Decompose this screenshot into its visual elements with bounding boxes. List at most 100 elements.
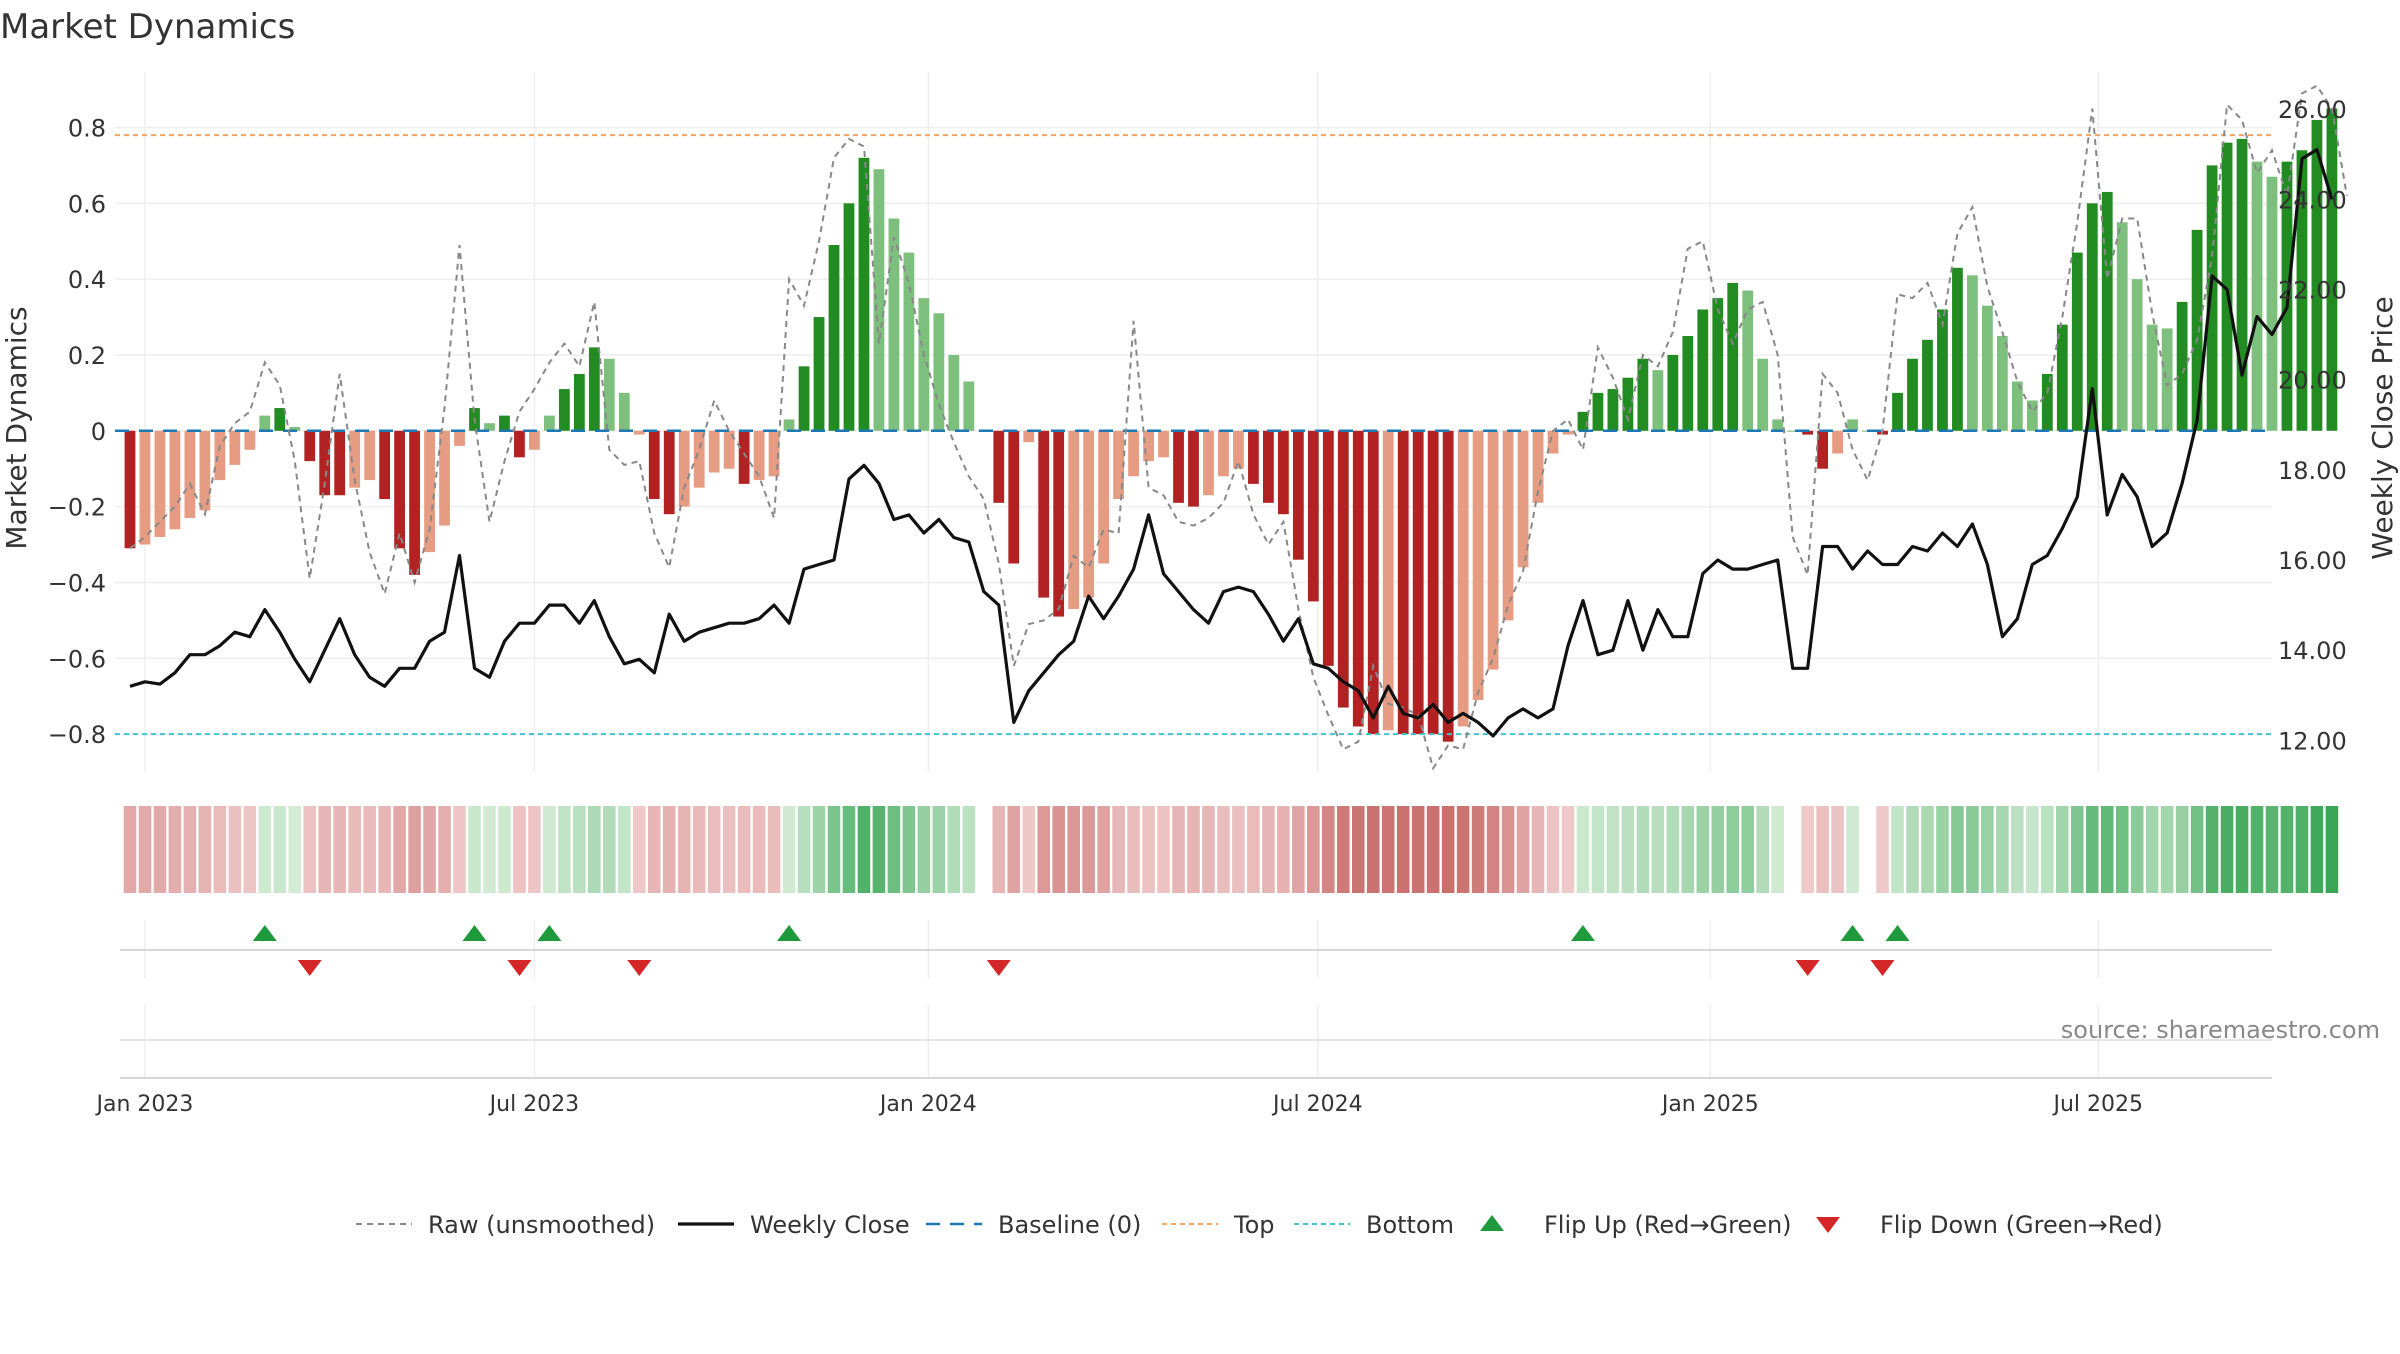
heat-strip-cell bbox=[1037, 806, 1050, 893]
heat-strip-cell bbox=[2235, 806, 2249, 893]
heat-strip-cell bbox=[722, 806, 736, 893]
legend-down-swatch bbox=[1816, 1217, 1840, 1233]
heat-strip-cell bbox=[1936, 806, 1949, 893]
heat-strip-cell bbox=[558, 806, 571, 893]
dynamics-bar bbox=[214, 430, 226, 481]
heat-strip-cell bbox=[438, 806, 451, 893]
dynamics-bar bbox=[274, 408, 286, 431]
heat-strip-cell bbox=[2310, 806, 2324, 893]
heat-strip-cell bbox=[1531, 806, 1545, 893]
heat-strip-cell bbox=[153, 806, 167, 893]
heat-strip-cell bbox=[1696, 806, 1710, 893]
dynamics-bar bbox=[2296, 150, 2308, 431]
dynamics-bar bbox=[259, 415, 271, 431]
flip-panel bbox=[120, 920, 2272, 978]
heat-strip-cell bbox=[183, 806, 197, 893]
heat-strip-cell bbox=[2160, 806, 2174, 893]
heat-strip-cell bbox=[1157, 806, 1170, 893]
flip-up-marker bbox=[537, 925, 562, 941]
y2-axis-ticks: 12.00 14.00 16.00 18.00 20.00 22.00 24.00 26.00 bbox=[2278, 96, 2347, 755]
heat-strip-cell bbox=[2130, 806, 2144, 893]
heat-strip-cell bbox=[363, 806, 376, 893]
legend-label: Flip Down (Green→Red) bbox=[1880, 1211, 2163, 1239]
heat-strip-cell bbox=[962, 806, 976, 893]
flip-up-marker bbox=[1840, 925, 1865, 941]
dynamics-bar bbox=[244, 430, 256, 450]
dynamics-bar bbox=[2326, 108, 2338, 431]
dynamics-bar bbox=[1352, 430, 1364, 727]
dynamics-bar bbox=[1607, 389, 1619, 431]
y-tick-label: 0.8 bbox=[68, 114, 106, 142]
dynamics-bar bbox=[2161, 328, 2173, 431]
chart-title: Market Dynamics bbox=[0, 7, 295, 47]
y2-tick-label: 26.00 bbox=[2278, 96, 2347, 124]
dynamics-bar bbox=[1083, 430, 1095, 598]
dynamics-bar bbox=[1113, 430, 1124, 500]
dynamics-bar bbox=[319, 430, 331, 496]
raw-series-line bbox=[129, 84, 2348, 771]
heat-strip-cell bbox=[1606, 806, 1620, 893]
dynamics-bar bbox=[618, 392, 630, 431]
heat-strip-cell bbox=[1486, 806, 1500, 893]
legend-item: Raw (unsmoothed) bbox=[356, 1211, 655, 1239]
heat-strip-cell bbox=[1756, 806, 1769, 893]
heat-strip-cell bbox=[1351, 806, 1365, 893]
heat-strip-cell bbox=[1801, 806, 1814, 893]
dynamics-bar bbox=[1008, 430, 1020, 564]
heat-strip-cell bbox=[707, 806, 721, 893]
dynamics-bar bbox=[708, 430, 720, 473]
dynamics-bar bbox=[1577, 411, 1589, 431]
dynamics-bar bbox=[1307, 430, 1319, 602]
heat-strip-cell bbox=[1831, 806, 1844, 893]
dynamics-bar bbox=[484, 423, 495, 431]
dynamics-bar bbox=[918, 298, 930, 431]
heat-strip-cell bbox=[1247, 806, 1260, 893]
dynamics-bar bbox=[1652, 370, 1664, 431]
legend-item: Top bbox=[1162, 1211, 1275, 1239]
x-tick-label: Jul 2025 bbox=[2051, 1092, 2143, 1117]
heat-strip-cell bbox=[168, 806, 182, 893]
legend-up-swatch bbox=[1480, 1215, 1504, 1231]
heat-strip-cell bbox=[1456, 806, 1470, 893]
legend-label: Raw (unsmoothed) bbox=[428, 1211, 655, 1239]
dynamics-bar bbox=[139, 430, 151, 545]
dynamics-bar bbox=[1472, 430, 1484, 700]
heat-strip-cell bbox=[2145, 806, 2159, 893]
dynamics-bar bbox=[1667, 354, 1679, 431]
legend-item: Flip Down (Green→Red) bbox=[1816, 1211, 2163, 1239]
heat-strip-cell bbox=[1396, 806, 1410, 893]
heat-strip-cell bbox=[228, 806, 242, 893]
heat-strip-cell bbox=[1322, 806, 1335, 893]
heat-strip-cell bbox=[288, 806, 302, 893]
x-tick-label: Jul 2023 bbox=[488, 1092, 580, 1117]
y-axis-label: Market Dynamics bbox=[0, 306, 33, 549]
dynamics-bar bbox=[963, 381, 975, 431]
heat-strip-cell bbox=[603, 806, 616, 893]
dynamics-bar bbox=[1757, 358, 1769, 431]
heat-strip-cell bbox=[318, 806, 331, 893]
dynamics-bar bbox=[1098, 430, 1110, 564]
dynamics-bar bbox=[1442, 430, 1454, 742]
heat-strip-cell bbox=[677, 806, 691, 893]
dynamics-bar bbox=[693, 430, 705, 488]
dynamics-bar bbox=[349, 430, 361, 488]
y-tick-label: −0.6 bbox=[48, 645, 106, 673]
heat-strip-cell bbox=[378, 806, 391, 893]
heat-strip-cell bbox=[1172, 806, 1185, 893]
dynamics-bar bbox=[289, 427, 301, 431]
dynamics-bar bbox=[2011, 381, 2023, 431]
dynamics-bar bbox=[813, 317, 825, 431]
dynamics-bar bbox=[1068, 430, 1080, 609]
y-tick-label: −0.4 bbox=[48, 569, 106, 597]
y2-tick-label: 24.00 bbox=[2278, 186, 2347, 214]
heat-strip-cell bbox=[902, 806, 916, 893]
dynamics-bar bbox=[1996, 336, 2008, 431]
heat-strip-cell bbox=[632, 806, 646, 893]
heat-strip-cell bbox=[827, 806, 841, 893]
y2-tick-label: 22.00 bbox=[2278, 276, 2347, 304]
dynamics-bar bbox=[1922, 339, 1933, 431]
dynamics-bar bbox=[798, 366, 810, 431]
heat-strip-cell bbox=[1621, 806, 1635, 893]
x-axis-ticks: Jan 2023 Jul 2023 Jan 2024 Jul 2024 Jan 2025… bbox=[95, 1092, 2144, 1117]
y-axis-ticks: −0.8 −0.6 −0.4 −0.2 0 0.2 0.4 0.6 0.8 bbox=[48, 114, 106, 749]
